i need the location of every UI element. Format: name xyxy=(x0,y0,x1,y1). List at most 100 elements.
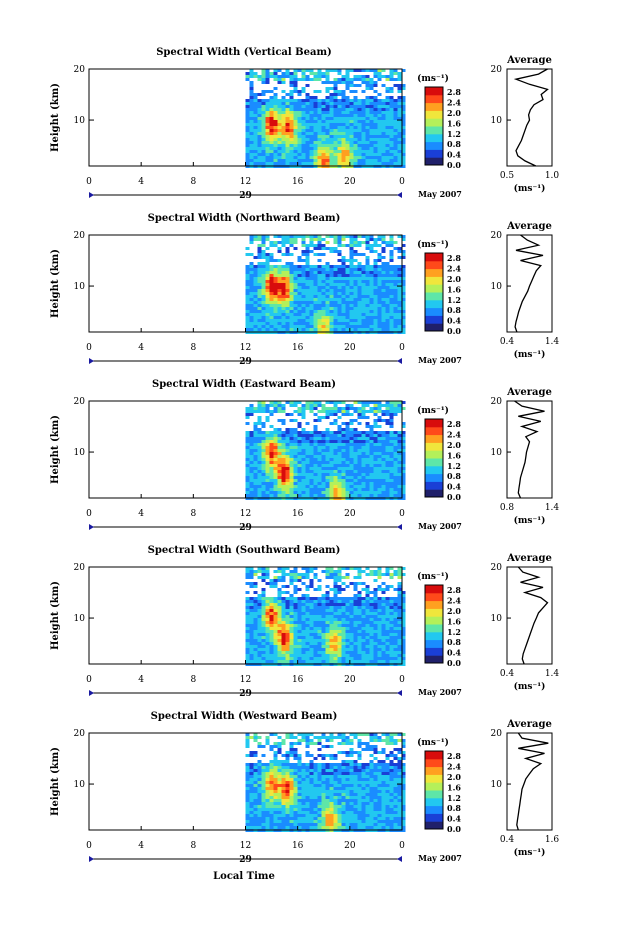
heatmap-cell xyxy=(374,108,378,111)
heatmap-cell xyxy=(358,576,362,579)
heatmap-cell xyxy=(386,431,390,434)
heatmap-cell xyxy=(350,313,354,316)
heatmap-cell xyxy=(254,268,258,271)
heatmap-cell xyxy=(330,621,334,624)
heatmap-cell xyxy=(302,615,306,618)
heatmap-cell xyxy=(358,99,362,102)
heatmap-cell xyxy=(310,579,314,582)
heatmap-cell xyxy=(246,120,250,123)
heatmap-cell xyxy=(266,256,270,259)
heatmap-cell xyxy=(314,612,318,615)
heatmap-cell xyxy=(290,488,294,491)
heatmap-cell xyxy=(262,594,266,597)
heatmap-cell xyxy=(370,147,374,150)
average-unit: (ms⁻¹) xyxy=(514,515,546,526)
heatmap-cell xyxy=(278,736,282,739)
heatmap-cell xyxy=(274,630,278,633)
heatmap-cell xyxy=(374,642,378,645)
heatmap-cell xyxy=(266,573,270,576)
heatmap-cell xyxy=(390,322,394,325)
heatmap-cell xyxy=(326,310,330,313)
heatmap-cell xyxy=(394,600,398,603)
heatmap-cell xyxy=(266,618,270,621)
heatmap-cell xyxy=(362,307,366,310)
heatmap-cell xyxy=(258,404,262,407)
heatmap-cell xyxy=(322,319,326,322)
heatmap-cell xyxy=(386,132,390,135)
heatmap-cell xyxy=(350,102,354,105)
heatmap-cell xyxy=(306,651,310,654)
heatmap-cell xyxy=(314,289,318,292)
heatmap-cell xyxy=(386,609,390,612)
heatmap-cell xyxy=(338,153,342,156)
heatmap-cell xyxy=(366,289,370,292)
heatmap-cell xyxy=(366,301,370,304)
heatmap-cell xyxy=(390,425,394,428)
heatmap-cell xyxy=(378,72,382,75)
heatmap-cell xyxy=(370,295,374,298)
heatmap-cell xyxy=(250,316,254,319)
heatmap-cell xyxy=(274,645,278,648)
heatmap-cell xyxy=(278,443,282,446)
heatmap-cell xyxy=(298,606,302,609)
heatmap-cell xyxy=(394,410,398,413)
heatmap-cell xyxy=(342,316,346,319)
heatmap-cell xyxy=(398,485,402,488)
heatmap-cell xyxy=(294,473,298,476)
heatmap-cell xyxy=(378,147,382,150)
heatmap-cell xyxy=(286,618,290,621)
heatmap-cell xyxy=(338,615,342,618)
heatmap-cell xyxy=(350,265,354,268)
heatmap-cell xyxy=(354,458,358,461)
heatmap-cell xyxy=(274,99,278,102)
heatmap-cell xyxy=(322,461,326,464)
heatmap-cell xyxy=(314,470,318,473)
heatmap-cell xyxy=(294,132,298,135)
heatmap-cell xyxy=(342,313,346,316)
heatmap-cell xyxy=(262,132,266,135)
heatmap-cell xyxy=(370,135,374,138)
heatmap-cell xyxy=(374,304,378,307)
heatmap-cell xyxy=(398,488,402,491)
heatmap-cell xyxy=(258,138,262,141)
heatmap-cell xyxy=(314,573,318,576)
heatmap-cell xyxy=(294,621,298,624)
heatmap-cell xyxy=(374,591,378,594)
heatmap-cell xyxy=(246,739,250,742)
heatmap-cell xyxy=(310,648,314,651)
heatmap-cell xyxy=(250,431,254,434)
heatmap-cell xyxy=(338,78,342,81)
heatmap-cell xyxy=(310,283,314,286)
heatmap-cell xyxy=(318,645,322,648)
heatmap-cell xyxy=(246,449,250,452)
heatmap-cell xyxy=(358,437,362,440)
heatmap-cell xyxy=(302,313,306,316)
heatmap-cell xyxy=(374,298,378,301)
heatmap-cell xyxy=(378,253,382,256)
heatmap-cell xyxy=(270,600,274,603)
heatmap-cell xyxy=(266,624,270,627)
heatmap-cell xyxy=(274,301,278,304)
heatmap-cell xyxy=(314,636,318,639)
heatmap-cell xyxy=(282,455,286,458)
heatmap-cell xyxy=(314,322,318,325)
heatmap-cell xyxy=(322,102,326,105)
heatmap-cell xyxy=(326,627,330,630)
heatmap-cell xyxy=(262,123,266,126)
heatmap-cell xyxy=(350,473,354,476)
heatmap-cell xyxy=(294,162,298,165)
heatmap-cell xyxy=(390,636,394,639)
heatmap-cell xyxy=(266,452,270,455)
heatmap-cell xyxy=(342,280,346,283)
heatmap-cell xyxy=(318,657,322,660)
heatmap-cell xyxy=(326,271,330,274)
heatmap-cell xyxy=(326,319,330,322)
heatmap-cell xyxy=(258,621,262,624)
heatmap-cell xyxy=(386,307,390,310)
heatmap-cell xyxy=(314,114,318,117)
heatmap-cell xyxy=(262,461,266,464)
heatmap-cell xyxy=(394,111,398,114)
heatmap-cell xyxy=(290,609,294,612)
heatmap-cell xyxy=(330,449,334,452)
heatmap-cell xyxy=(386,458,390,461)
